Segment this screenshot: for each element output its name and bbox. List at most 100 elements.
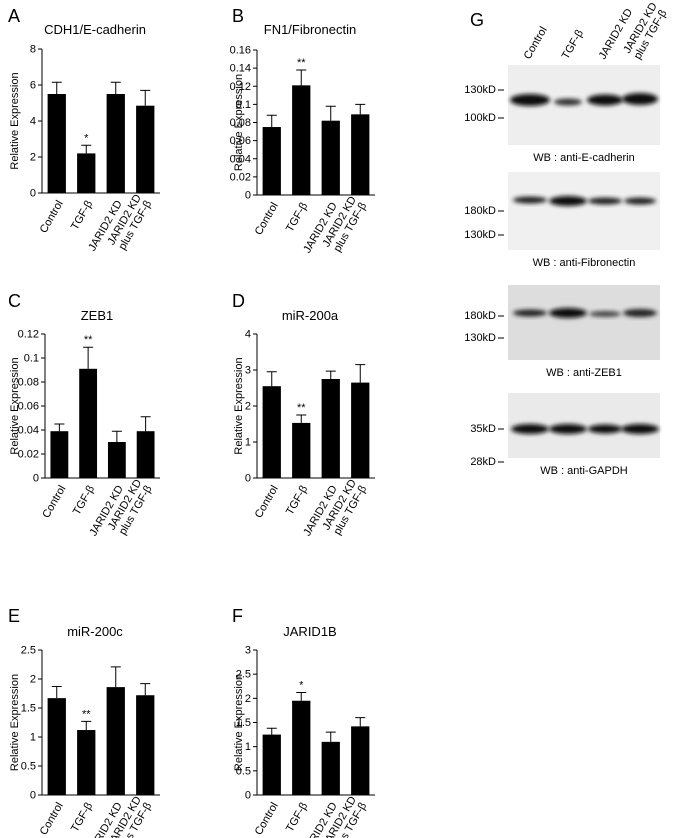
bar	[136, 695, 155, 795]
error-bar	[325, 105, 336, 121]
error-bar	[110, 666, 121, 688]
bar	[47, 94, 66, 193]
error-bar	[81, 144, 92, 154]
bar	[106, 94, 125, 193]
x-tick-label-line: Control	[253, 201, 281, 238]
blot-caption: WB : anti-E-cadherin	[533, 152, 634, 164]
y-tick-label: 0.12	[230, 81, 251, 93]
x-tick-label-line: TGF-β	[69, 199, 95, 233]
lane-label: TGF-β	[560, 28, 586, 62]
chart-title: ZEB1	[81, 308, 114, 323]
y-tick-label: 0	[30, 188, 36, 200]
x-tick-label: TGF-β	[284, 801, 310, 835]
y-tick-label: 3	[245, 365, 251, 377]
significance: **	[297, 402, 306, 414]
x-tick-label: Control	[38, 199, 66, 236]
y-tick-label: 0.02	[18, 449, 39, 461]
y-axis-label: Relative Expression	[233, 74, 245, 171]
band	[624, 197, 656, 205]
x-tick-label-line: Control	[253, 484, 281, 521]
blot-caption: WB : anti-ZEB1	[546, 367, 622, 379]
x-tick-label-line: TGF-β	[284, 201, 310, 235]
bar	[106, 687, 125, 795]
y-tick-label: 6	[30, 80, 36, 92]
y-tick-label: 0.1	[236, 99, 251, 111]
significance: **	[297, 57, 306, 69]
band	[510, 94, 550, 106]
marker-label: 180kD	[464, 205, 496, 217]
y-tick-label: 1	[30, 732, 36, 744]
bar	[262, 386, 281, 478]
band	[588, 197, 622, 205]
lane-label-line: Control	[522, 25, 550, 62]
blot-image	[508, 172, 660, 250]
error-bar	[110, 81, 121, 94]
marker-label: 35kD	[470, 423, 496, 435]
band	[588, 424, 622, 434]
panel-label: B	[232, 6, 244, 26]
band	[511, 424, 549, 434]
panel-label: A	[8, 6, 20, 26]
error-bar	[81, 720, 92, 731]
y-tick-label: 0.5	[21, 761, 36, 773]
blot-caption: WB : anti-Fibronectin	[533, 257, 636, 269]
error-bar	[266, 114, 277, 128]
y-tick-label: 0	[245, 190, 251, 202]
x-tick-label-line: TGF-β	[284, 484, 310, 518]
error-bar	[355, 364, 366, 383]
y-tick-label: 1	[245, 741, 251, 753]
y-tick-label: 0.1	[24, 353, 39, 365]
western-blots	[508, 65, 660, 458]
panel-label: E	[8, 606, 20, 626]
blot-caption: WB : anti-GAPDH	[540, 465, 627, 477]
error-bar	[51, 686, 62, 699]
marker-label: 130kD	[464, 229, 496, 241]
chart-title: FN1/Fibronectin	[264, 22, 356, 37]
bar	[136, 431, 155, 478]
y-axis-label: Relative Expression	[9, 72, 21, 169]
band	[589, 311, 621, 317]
y-tick-label: 8	[30, 44, 36, 56]
x-tick-label: TGF-β	[71, 484, 97, 518]
y-tick-label: 0.06	[18, 401, 39, 413]
band	[622, 93, 658, 105]
y-tick-label: 0	[30, 790, 36, 802]
chart-title: JARID1B	[283, 624, 336, 639]
chart-title: miR-200c	[67, 624, 123, 639]
blot-image	[508, 285, 660, 360]
x-tick-label: TGF-β	[284, 484, 310, 518]
error-bar	[83, 346, 94, 369]
error-bar	[140, 416, 151, 432]
marker-label: 28kD	[470, 456, 496, 468]
band	[549, 424, 587, 434]
error-bar	[111, 430, 122, 442]
y-tick-label: 2	[245, 401, 251, 413]
band	[549, 196, 587, 206]
y-tick-label: 2	[30, 152, 36, 164]
error-bar	[140, 683, 151, 696]
bar	[79, 368, 98, 478]
y-tick-label: 1	[245, 437, 251, 449]
error-bar	[296, 414, 307, 423]
band	[513, 196, 547, 204]
lane-label-line: TGF-β	[560, 28, 586, 62]
lane-label: Control	[522, 25, 550, 62]
chart-title: miR-200a	[282, 308, 339, 323]
bar	[351, 114, 370, 195]
y-tick-label: 3	[245, 645, 251, 657]
x-tick-label: TGF-β	[69, 199, 95, 233]
error-bar	[355, 103, 366, 115]
bar	[77, 730, 96, 795]
error-bar	[51, 81, 62, 94]
y-tick-label: 2	[30, 674, 36, 686]
y-tick-label: 0.5	[236, 765, 251, 777]
y-tick-label: 0.04	[18, 425, 39, 437]
chart-title: CDH1/E-cadherin	[44, 22, 146, 37]
bar	[351, 382, 370, 478]
y-tick-label: 0	[245, 790, 251, 802]
significance: *	[84, 132, 89, 144]
y-tick-label: 2.5	[21, 645, 36, 657]
x-tick-label: TGF-β	[69, 801, 95, 835]
y-tick-label: 4	[30, 116, 36, 128]
